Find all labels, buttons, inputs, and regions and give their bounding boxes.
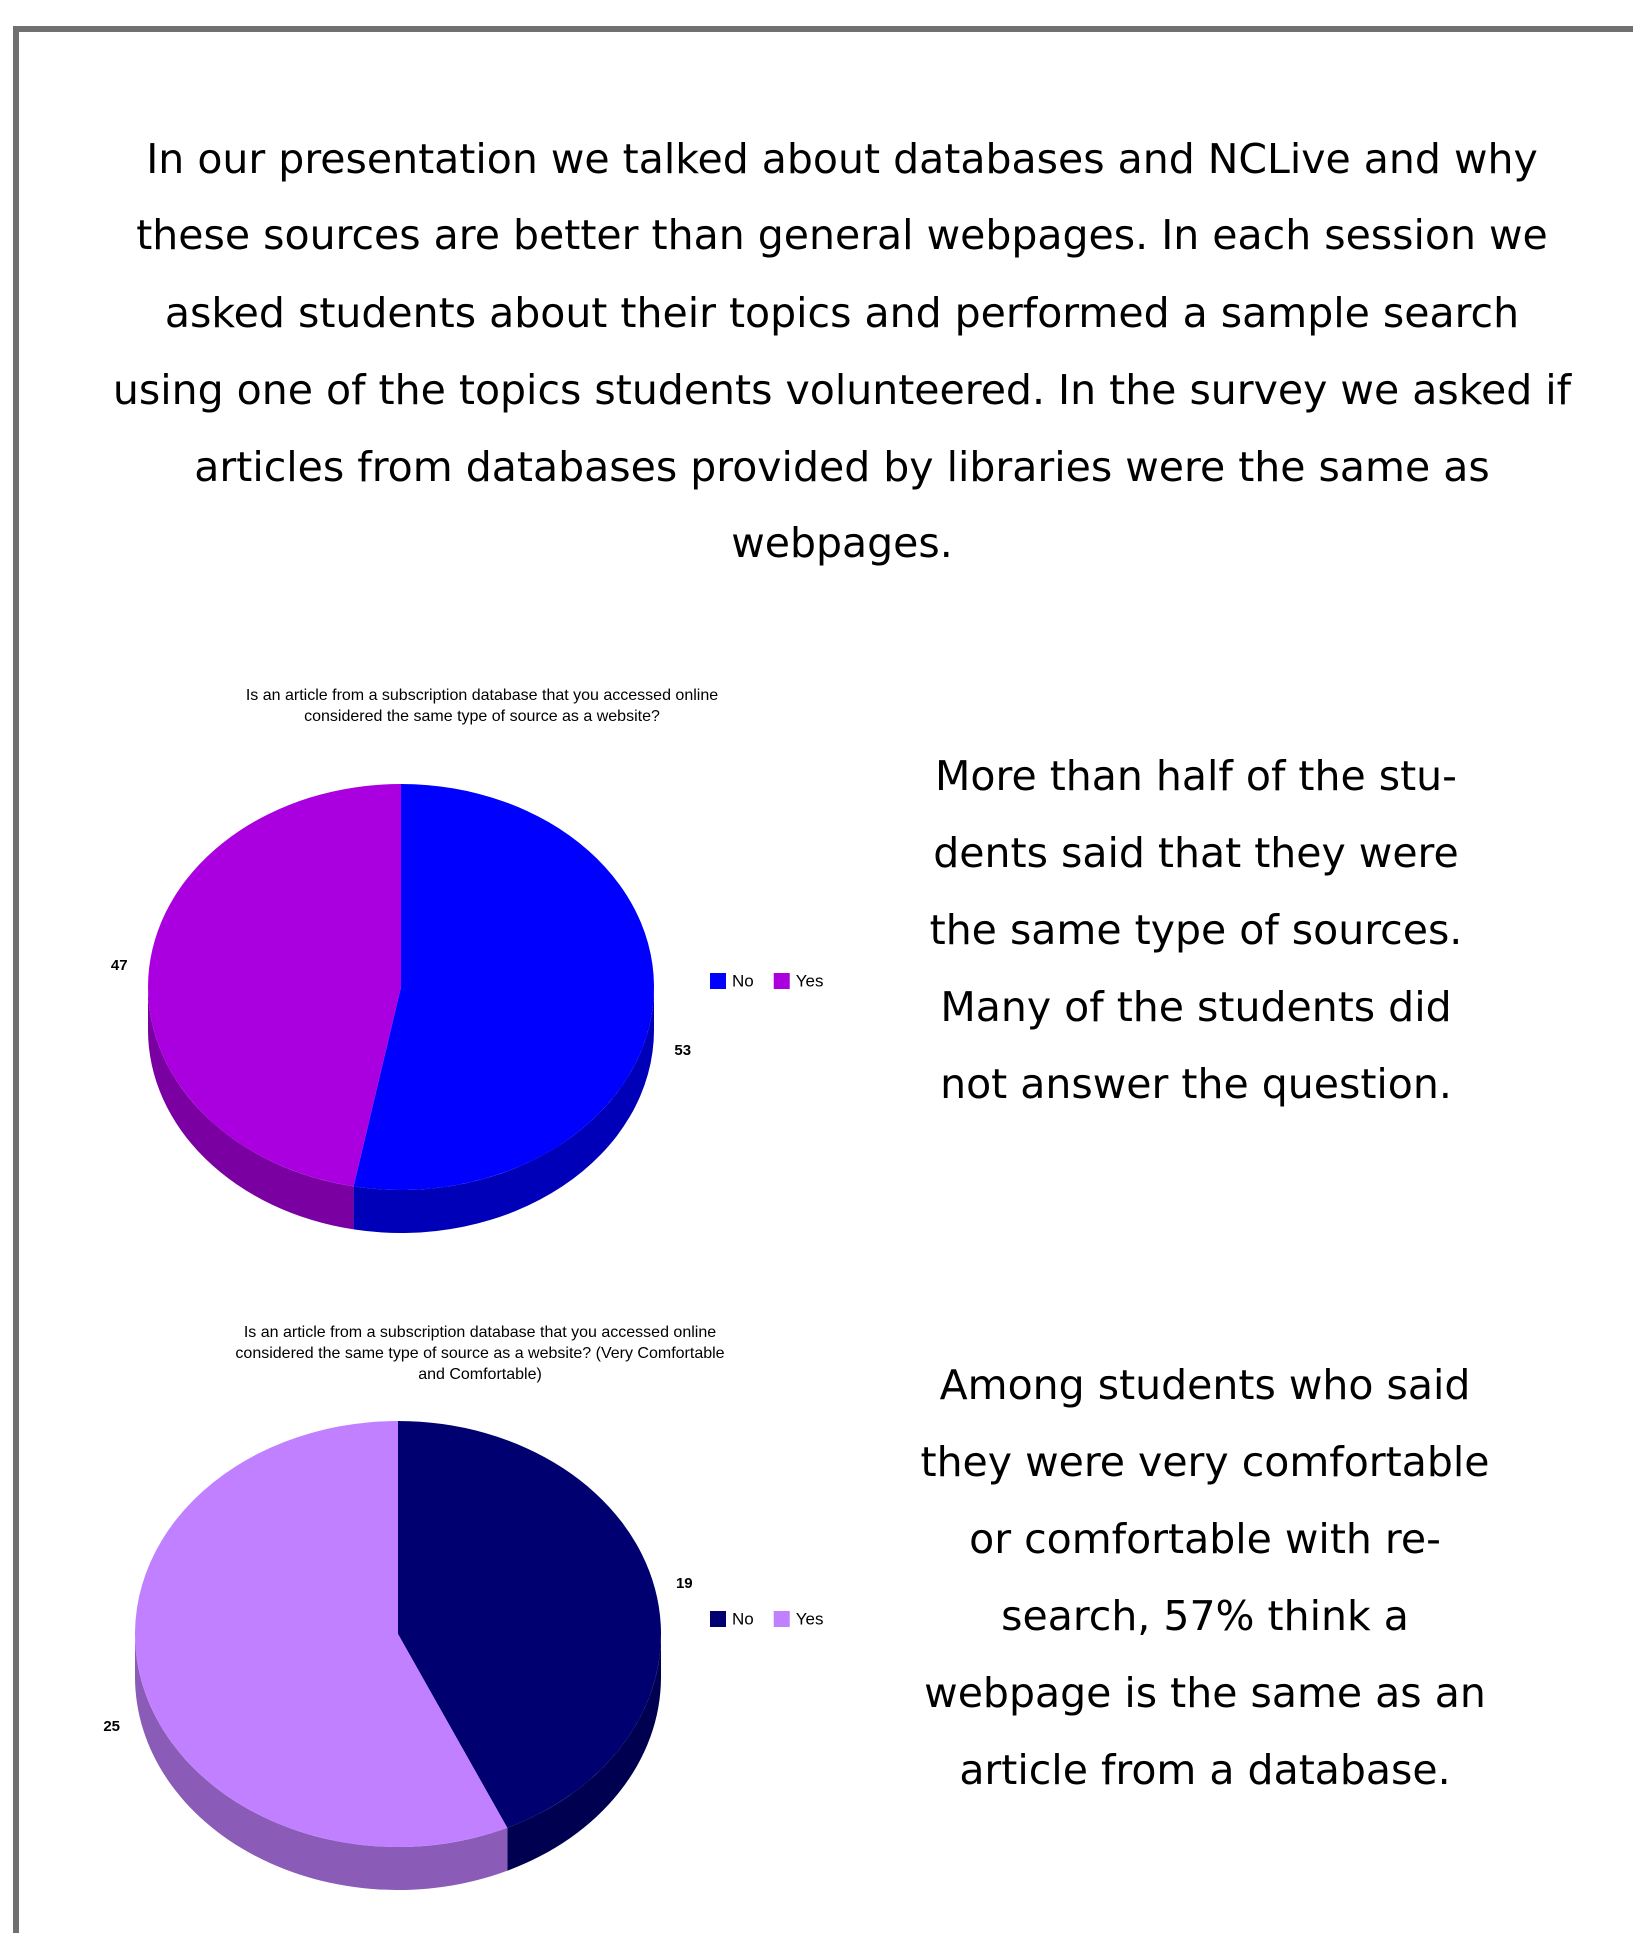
- slice-label: 25: [103, 1718, 120, 1735]
- pie-side: [353, 987, 654, 1233]
- comment-line: not answer the question.: [940, 1060, 1452, 1108]
- comment-line: search, 57% think a: [1001, 1592, 1409, 1640]
- pie-side: [135, 1634, 508, 1890]
- chart-title: and Comfortable): [418, 1366, 542, 1383]
- slice-label: 53: [674, 1042, 691, 1059]
- comment-line: More than half of the stu-: [935, 752, 1457, 800]
- pie-slice: [353, 784, 655, 1190]
- pie-slice: [398, 1421, 662, 1828]
- legend-label: No: [732, 1609, 754, 1628]
- chart-title: Is an article from a subscription databa…: [246, 687, 718, 704]
- legend-swatch: [710, 1611, 726, 1627]
- legend-swatch: [773, 973, 790, 989]
- comment-line: webpage is the same as an: [924, 1669, 1486, 1717]
- intro-line: webpages.: [731, 519, 953, 567]
- intro-line: these sources are better than general we…: [136, 211, 1548, 259]
- legend-label: No: [732, 971, 754, 990]
- pie-slice: [135, 1421, 508, 1847]
- pie: [135, 1421, 662, 1890]
- legend-label: Yes: [796, 1609, 824, 1628]
- pie-side: [507, 1634, 661, 1871]
- intro-line: asked students about their topics and pe…: [165, 289, 1519, 337]
- slice-label: 19: [676, 1575, 693, 1592]
- legend-swatch: [773, 1611, 790, 1627]
- pie-side: [148, 987, 354, 1230]
- comment-line: the same type of sources.: [930, 906, 1463, 954]
- comment-line: dents said that they were: [933, 829, 1458, 877]
- pie: [148, 784, 655, 1233]
- chart-title: considered the same type of source as a …: [235, 1345, 724, 1362]
- comment-line: Many of the students did: [940, 983, 1451, 1031]
- legend-label: Yes: [796, 971, 824, 990]
- intro-line: articles from databases provided by libr…: [194, 443, 1489, 491]
- slice-label: 47: [111, 957, 128, 974]
- chart-title: considered the same type of source as a …: [304, 708, 660, 725]
- comment-line: Among students who said: [940, 1361, 1471, 1409]
- intro-line: In our presentation we talked about data…: [146, 135, 1538, 183]
- pie-slice: [148, 784, 401, 1187]
- legend-swatch: [710, 973, 726, 989]
- comment-line: they were very comfortable: [921, 1438, 1490, 1486]
- chart-title: Is an article from a subscription databa…: [244, 1324, 716, 1341]
- page-frame: [13, 26, 1633, 1933]
- comment-line: article from a database.: [959, 1746, 1450, 1794]
- intro-line: using one of the topics students volunte…: [113, 366, 1573, 414]
- comment-line: or comfortable with re-: [969, 1515, 1441, 1563]
